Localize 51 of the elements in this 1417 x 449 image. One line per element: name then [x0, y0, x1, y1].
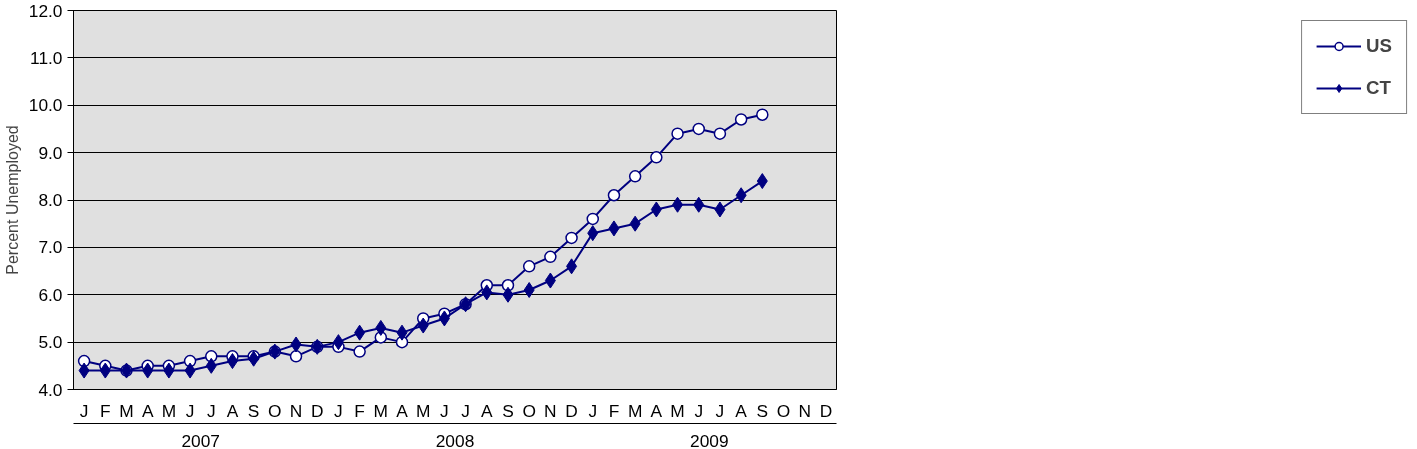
x-tick-label: J	[461, 400, 470, 421]
x-tick-label: S	[756, 400, 769, 421]
x-tick-label: J	[206, 400, 216, 421]
y-tick-label: 5.0	[38, 332, 63, 353]
x-tick-label: S	[247, 400, 260, 421]
x-tick-label: N	[289, 400, 303, 421]
legend-label: CT	[1366, 77, 1391, 99]
y-tick-label: 11.0	[30, 47, 63, 68]
x-tick-label: A	[650, 400, 663, 421]
x-tick-label: S	[502, 400, 514, 421]
x-tick-label: A	[226, 400, 239, 421]
x-tick-label: O	[522, 400, 536, 421]
x-tick-label: A	[141, 400, 154, 421]
x-tick-label: M	[415, 400, 431, 421]
x-tick-label: O	[776, 400, 791, 421]
x-tick-label: D	[819, 400, 833, 421]
x-tick-label: J	[79, 400, 89, 421]
legend-label: US	[1366, 35, 1392, 57]
x-tick-label: D	[565, 400, 578, 421]
x-tick-label: J	[694, 400, 704, 421]
x-tick-label: A	[396, 400, 409, 421]
x-tick-label: N	[544, 400, 557, 421]
x-tick-label: F	[608, 400, 620, 421]
x-tick-label: J	[440, 400, 449, 421]
x-tick-label: F	[100, 400, 111, 421]
y-tick-label: 8.0	[38, 190, 63, 210]
y-tick-label: 4.0	[38, 379, 63, 400]
x-tick-label: A	[481, 400, 494, 421]
x-tick-label: M	[161, 400, 177, 421]
x-tick-label: M	[670, 400, 685, 421]
x-tick-label: J	[715, 400, 725, 421]
y-tick-label: 7.0	[38, 237, 63, 258]
x-tick-label: A	[735, 400, 748, 421]
x-tick-label: J	[185, 400, 195, 421]
y-tick-label: 9.0	[38, 142, 63, 163]
x-tick-label: J	[334, 400, 343, 421]
text: 2009	[690, 430, 729, 449]
x-tick-label: N	[798, 400, 811, 421]
text: 2008	[435, 430, 475, 449]
x-tick-label: J	[588, 400, 598, 421]
x-tick-label: M	[119, 400, 134, 421]
y-axis-title: Percent Unemployed	[3, 125, 21, 275]
x-tick-label: D	[310, 400, 324, 421]
x-tick-label: M	[373, 400, 389, 421]
y-tick-label: 6.0	[38, 284, 63, 305]
x-tick-label: M	[627, 400, 643, 421]
y-tick-label: 12.0	[28, 0, 63, 21]
y-tick-label: 10.0	[28, 95, 63, 116]
x-tick-label: O	[268, 400, 282, 421]
text: 2007	[181, 430, 220, 449]
x-tick-label: F	[354, 400, 365, 421]
